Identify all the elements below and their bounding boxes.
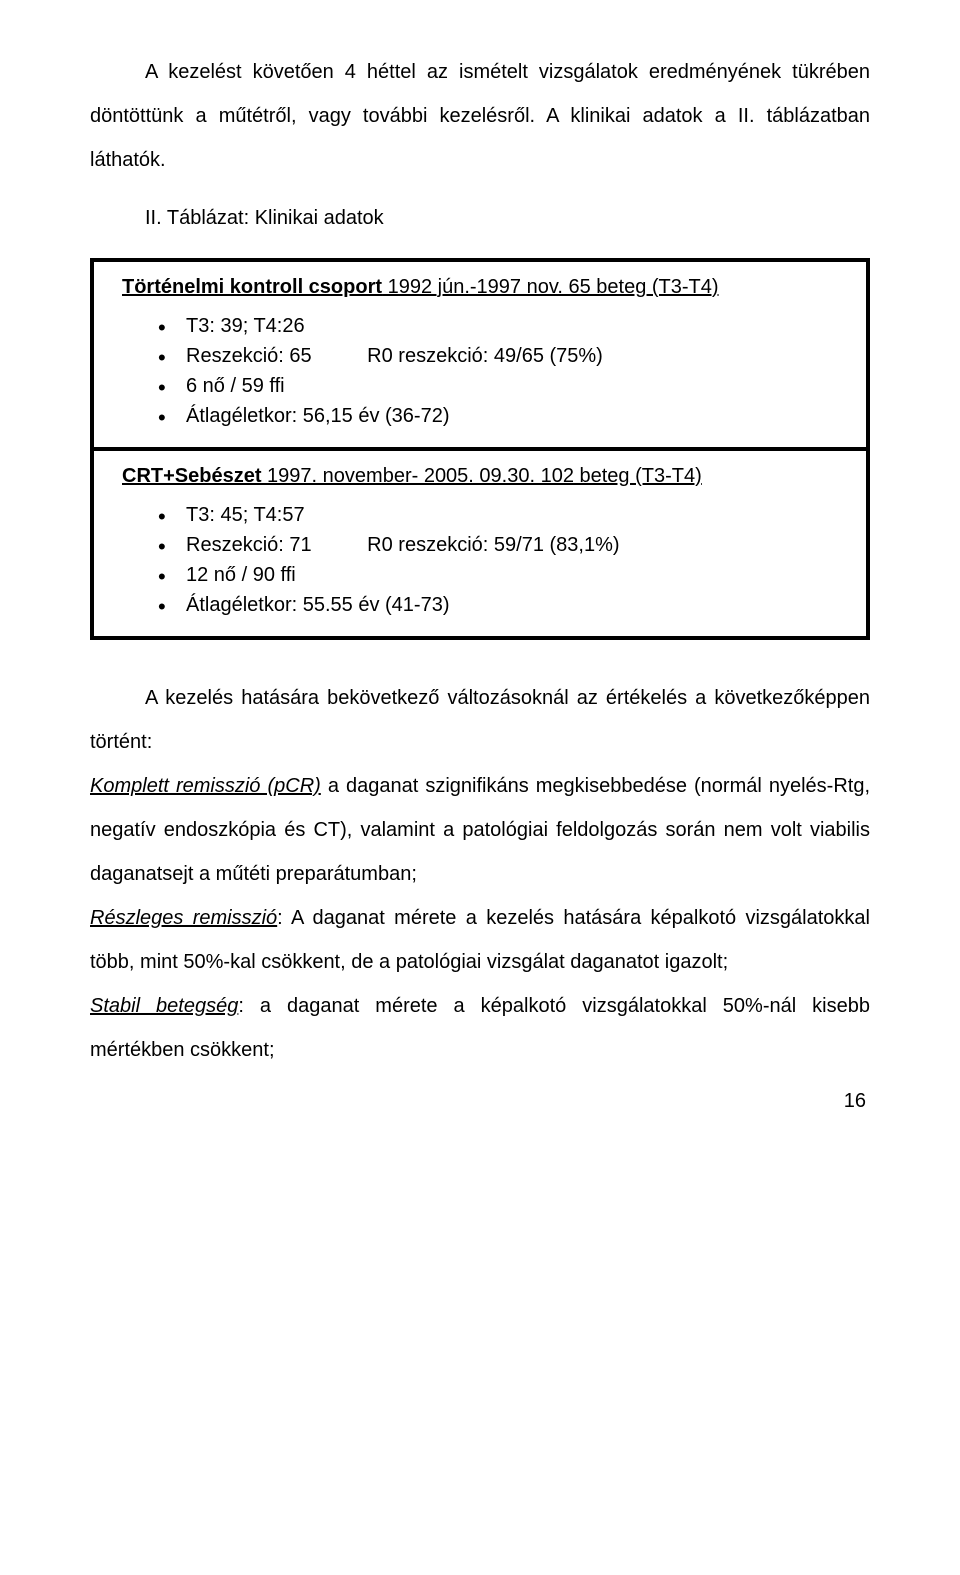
- list-item-text: T3: 39; T4:26: [186, 315, 305, 337]
- clinical-data-box: Történelmi kontroll csoport 1992 jún.-19…: [90, 258, 870, 640]
- section-heading-text: CRT+Sebészet: [122, 465, 262, 487]
- list-item-text: 12 nő / 90 ffi: [186, 564, 296, 586]
- partial-remission-paragraph: Részleges remisszió: A daganat mérete a …: [90, 896, 870, 984]
- list-item: Átlagéletkor: 56,15 év (36-72): [158, 401, 838, 431]
- list-item-text: T3: 45; T4:57: [186, 504, 305, 526]
- list-item: Reszekció: 65 R0 reszekció: 49/65 (75%): [158, 341, 838, 371]
- list-item: T3: 39; T4:26: [158, 311, 838, 341]
- bullet-list: T3: 39; T4:26 Reszekció: 65 R0 reszekció…: [122, 311, 838, 431]
- list-item: 12 nő / 90 ffi: [158, 560, 838, 590]
- list-item: T3: 45; T4:57: [158, 500, 838, 530]
- historical-control-section: Történelmi kontroll csoport 1992 jún.-19…: [94, 262, 866, 451]
- intro-paragraph: A kezelést követően 4 héttel az ismételt…: [90, 50, 870, 182]
- evaluation-intro-paragraph: A kezelés hatására bekövetkező változáso…: [90, 676, 870, 764]
- list-item-text: Reszekció: 71 R0 reszekció: 59/71 (83,1%…: [186, 534, 620, 556]
- term-label: Stabil betegség: [90, 995, 238, 1017]
- section-heading-tail: 1997. november- 2005. 09.30. 102 beteg (…: [262, 465, 702, 487]
- list-item-text: Reszekció: 65 R0 reszekció: 49/65 (75%): [186, 345, 603, 367]
- bullet-list: T3: 45; T4:57 Reszekció: 71 R0 reszekció…: [122, 500, 838, 620]
- crt-surgery-section: CRT+Sebészet 1997. november- 2005. 09.30…: [94, 451, 866, 636]
- term-label: Részleges remisszió: [90, 907, 277, 929]
- list-item: Reszekció: 71 R0 reszekció: 59/71 (83,1%…: [158, 530, 838, 560]
- section-heading: CRT+Sebészet 1997. november- 2005. 09.30…: [122, 465, 838, 488]
- complete-remission-paragraph: Komplett remisszió (pCR) a daganat szign…: [90, 764, 870, 896]
- list-item: 6 nő / 59 ffi: [158, 371, 838, 401]
- page-number: 16: [90, 1090, 870, 1113]
- section-heading-text: Történelmi kontroll csoport: [122, 276, 382, 298]
- table-caption: II. Táblázat: Klinikai adatok: [90, 196, 870, 240]
- list-item-text: Átlagéletkor: 55.55 év (41-73): [186, 594, 450, 616]
- list-item-text: Átlagéletkor: 56,15 év (36-72): [186, 405, 450, 427]
- term-label: Komplett remisszió (pCR): [90, 775, 321, 797]
- list-item: Átlagéletkor: 55.55 év (41-73): [158, 590, 838, 620]
- stable-disease-paragraph: Stabil betegség: a daganat mérete a képa…: [90, 984, 870, 1072]
- list-item-text: 6 nő / 59 ffi: [186, 375, 285, 397]
- section-heading-tail: 1992 jún.-1997 nov. 65 beteg (T3-T4): [382, 276, 719, 298]
- section-heading: Történelmi kontroll csoport 1992 jún.-19…: [122, 276, 838, 299]
